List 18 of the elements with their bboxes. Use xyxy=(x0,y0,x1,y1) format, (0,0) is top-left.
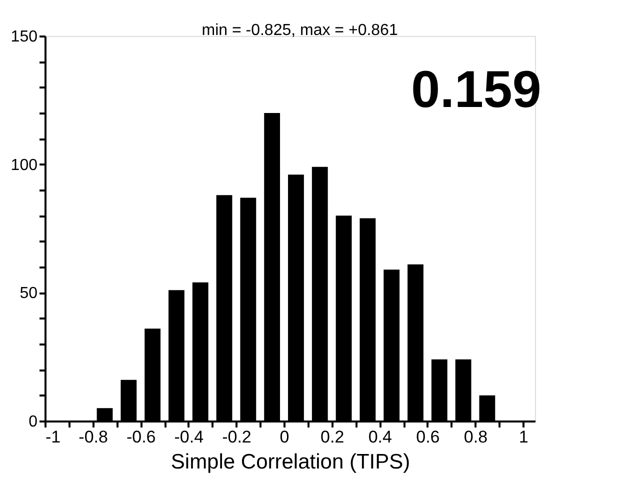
y-tick-label: 0 xyxy=(28,414,38,430)
y-tick-label: 50 xyxy=(20,285,38,302)
y-tick-label: 150 xyxy=(10,28,38,46)
x-tick-label: -0.2 xyxy=(222,428,252,446)
x-tick-label: 0.2 xyxy=(320,428,344,446)
x-tick-label: 0 xyxy=(280,428,290,446)
x-tick-label: -0.4 xyxy=(174,428,204,446)
x-tick-label: -0.8 xyxy=(78,428,108,446)
x-tick-label: 0.6 xyxy=(416,428,440,446)
x-tick-label: 0.4 xyxy=(368,428,392,446)
annotation: 0.159 xyxy=(411,61,542,119)
y-tick-label: 100 xyxy=(10,156,38,174)
x-tick-label: 0.8 xyxy=(464,428,488,446)
x-axis-title: Simple Correlation (TIPS) xyxy=(170,450,410,474)
x-tick-label: -1 xyxy=(46,428,61,446)
x-tick-label: 1 xyxy=(518,428,528,446)
annotation: min = -0.825, max = +0.861 xyxy=(202,22,398,39)
x-tick-label: -0.6 xyxy=(126,428,156,446)
